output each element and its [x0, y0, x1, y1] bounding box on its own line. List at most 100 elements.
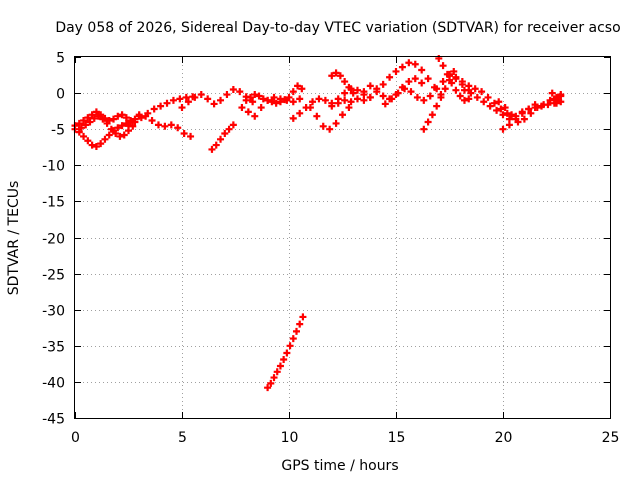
data-point [116, 132, 124, 140]
data-point [366, 82, 374, 90]
data-point [249, 98, 257, 106]
data-point [88, 141, 96, 149]
data-point [90, 114, 98, 122]
x-tick-label: 20 [495, 430, 513, 446]
y-tick-label: 0 [56, 87, 65, 103]
data-point [270, 93, 278, 101]
data-point [142, 112, 150, 120]
data-point [373, 88, 381, 96]
data-point [478, 88, 486, 96]
data-point [272, 99, 280, 107]
data-point [495, 98, 503, 106]
data-point [418, 66, 426, 74]
data-point [520, 115, 528, 123]
data-point [187, 132, 195, 140]
data-point [167, 121, 175, 129]
data-point [497, 105, 505, 113]
data-point [298, 85, 306, 93]
data-point [339, 111, 346, 119]
data-point [88, 111, 96, 119]
data-point [80, 132, 88, 140]
data-point [441, 85, 449, 93]
series-track-a [71, 108, 143, 130]
data-point [379, 92, 387, 100]
data-point [439, 78, 447, 86]
data-point [426, 92, 434, 100]
y-tick-label: -40 [42, 376, 65, 392]
data-point [525, 105, 533, 113]
series-track-l [306, 104, 353, 133]
data-point [264, 384, 272, 392]
data-point [238, 104, 246, 112]
data-point [289, 335, 297, 343]
data-point [428, 111, 436, 119]
data-point [398, 63, 406, 71]
x-tick-label: 10 [281, 430, 299, 446]
data-point [105, 131, 113, 139]
data-point [101, 135, 109, 143]
data-point [508, 111, 516, 119]
data-point [112, 130, 120, 138]
data-point [345, 83, 353, 91]
data-point [345, 104, 353, 112]
data-point [292, 327, 300, 335]
series-track-o [360, 59, 445, 104]
x-tick-label: 5 [178, 430, 187, 446]
y-tick-label: -15 [42, 195, 65, 211]
data-point [546, 96, 554, 104]
data-point [180, 130, 188, 138]
data-point [424, 118, 432, 126]
data-point [163, 99, 171, 107]
data-point [411, 60, 419, 68]
data-point [273, 368, 281, 376]
data-point [353, 95, 361, 103]
data-point [321, 96, 329, 104]
data-point [114, 124, 122, 132]
y-tick-label: -35 [42, 340, 65, 356]
data-point [501, 104, 509, 112]
data-point [471, 85, 479, 93]
data-point [294, 82, 302, 90]
data-points [71, 54, 565, 392]
data-point [465, 82, 473, 90]
data-point [276, 362, 284, 370]
data-point [281, 96, 289, 104]
data-point [379, 80, 387, 88]
data-point [178, 104, 186, 112]
plot-frame [74, 56, 611, 419]
data-point [270, 374, 278, 382]
data-point [366, 93, 374, 101]
data-point [257, 104, 265, 112]
data-point [456, 92, 464, 100]
data-point [420, 96, 428, 104]
data-point [229, 85, 237, 93]
data-point [467, 89, 475, 97]
series-track-e [135, 111, 195, 140]
data-point [306, 104, 314, 112]
data-point [386, 73, 394, 81]
x-tick-label: 15 [388, 430, 406, 446]
data-point [99, 115, 107, 123]
data-point [557, 92, 565, 100]
data-point [424, 75, 432, 83]
y-tick-label: -5 [51, 123, 65, 139]
data-point [289, 114, 297, 122]
data-point [446, 70, 453, 78]
data-point [336, 72, 344, 80]
data-point [490, 99, 498, 107]
data-point [251, 112, 259, 120]
data-point [135, 111, 143, 119]
data-point [221, 130, 229, 138]
data-point [84, 137, 92, 145]
data-point [448, 79, 456, 87]
data-point [381, 100, 389, 108]
data-point [223, 91, 231, 99]
series-track-j [264, 313, 307, 392]
series-track-g [208, 121, 237, 153]
data-point [225, 125, 233, 133]
data-point [486, 102, 494, 110]
x-tick-label: 0 [71, 430, 80, 446]
data-point [328, 72, 336, 80]
y-tick-label: -45 [42, 412, 65, 428]
data-point [309, 98, 317, 106]
